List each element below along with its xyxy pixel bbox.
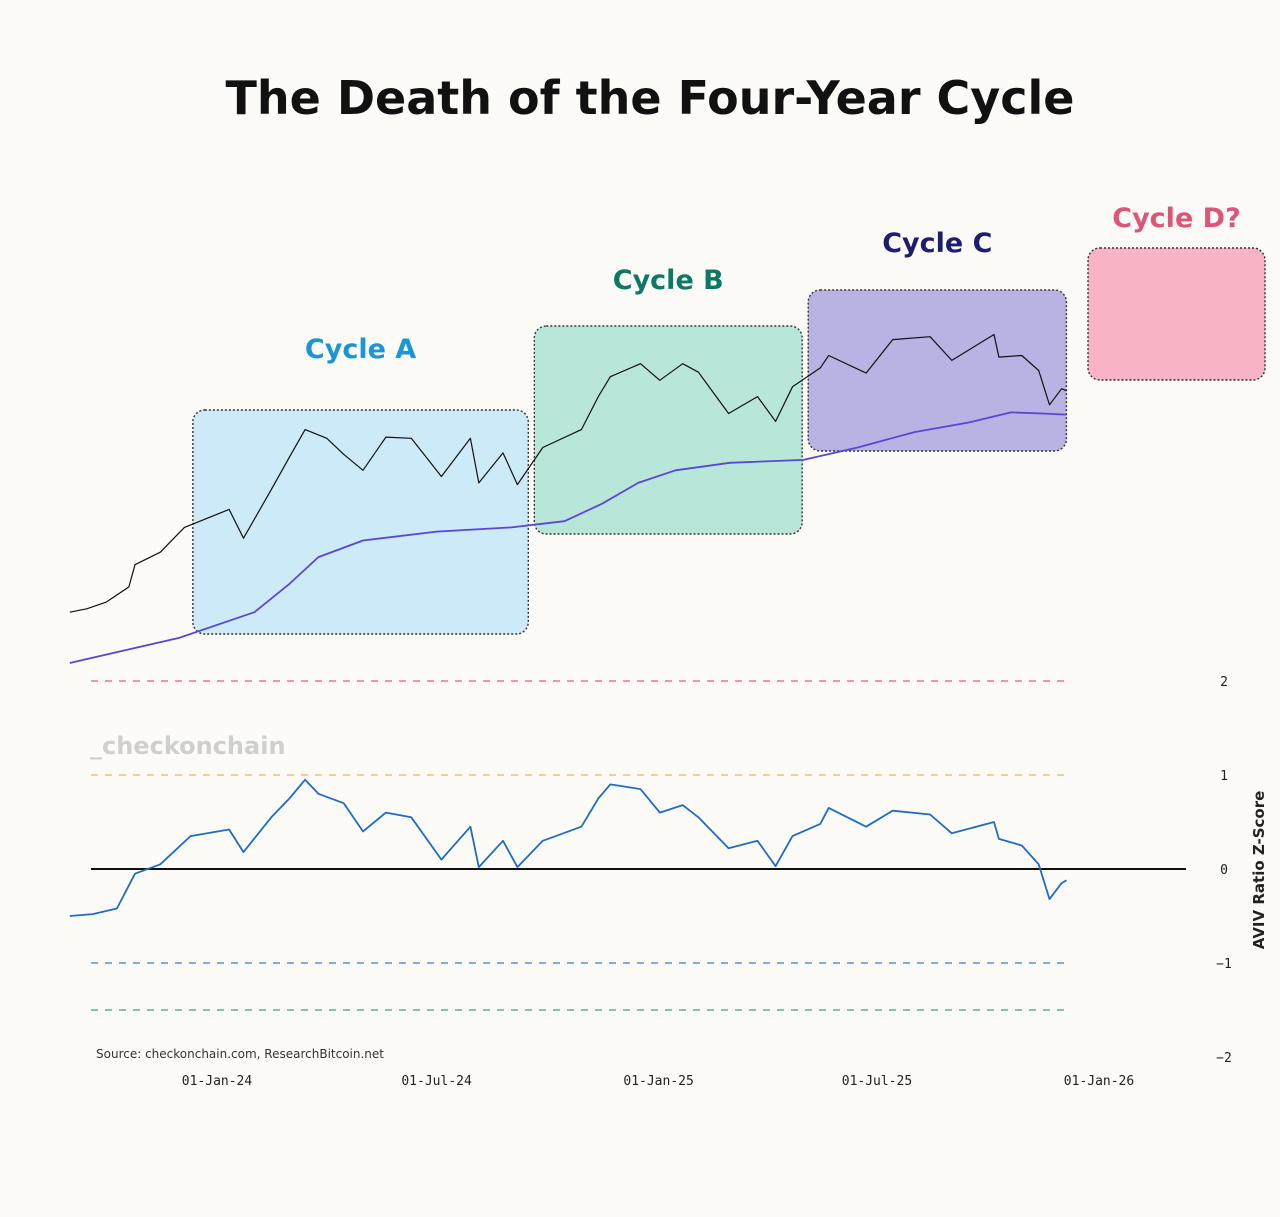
series-aviv-z-score — [69, 778, 1067, 917]
cycle-box-3 — [807, 289, 1068, 452]
series-price — [69, 333, 1067, 613]
cycle-label-3: Cycle C — [882, 228, 992, 259]
y-axis-label: AVIV Ratio Z-Score — [1250, 791, 1268, 950]
y-tick-label: 2 — [1220, 675, 1228, 690]
source-note: Source: checkonchain.com, ResearchBitcoi… — [96, 1047, 384, 1061]
series-active-realized-price — [69, 411, 1067, 664]
watermark: _checkonchain — [90, 732, 286, 760]
chart-title: The Death of the Four-Year Cycle — [225, 71, 1074, 125]
y-tick-label: −2 — [1216, 1051, 1232, 1066]
x-tick-label: 01-Jul-25 — [842, 1074, 912, 1089]
series-layer — [69, 333, 1067, 917]
cycle-boxes: Cycle A Cycle B Cycle C Cycle D? — [192, 203, 1266, 635]
cycle-box-2 — [533, 325, 803, 535]
x-tick-label: 01-Jan-25 — [623, 1074, 693, 1089]
x-tick-label: 01-Jan-26 — [1064, 1074, 1134, 1089]
reference-lines — [91, 680, 1186, 1011]
cycle-label-2: Cycle B — [613, 265, 724, 296]
cycle-box-4 — [1087, 247, 1266, 381]
y-tick-label: 1 — [1220, 769, 1228, 784]
y-tick-label: 0 — [1220, 863, 1228, 878]
cycle-box-1 — [192, 409, 529, 635]
y-tick-label: −1 — [1216, 957, 1232, 972]
cycle-label-4: Cycle D? — [1112, 203, 1240, 234]
y-axis-ticks: 2 1 0 −1 −2 — [1216, 675, 1232, 1066]
x-tick-label: 01-Jan-24 — [182, 1074, 253, 1089]
cycle-label-1: Cycle A — [305, 334, 416, 365]
x-axis-ticks: 01-Jan-24 01-Jul-24 01-Jan-25 01-Jul-25 01-J… — [182, 1074, 1134, 1089]
x-tick-label: 01-Jul-24 — [401, 1074, 472, 1089]
